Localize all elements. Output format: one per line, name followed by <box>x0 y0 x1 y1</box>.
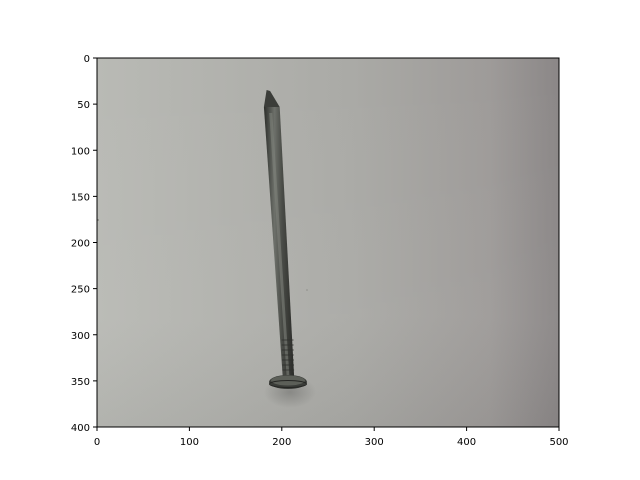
y-tick-label: 50 <box>77 100 90 111</box>
nail-shaft-highlight <box>269 113 290 376</box>
x-tick-label: 0 <box>94 437 100 448</box>
nail-grip-rings <box>281 339 295 371</box>
nail <box>263 90 307 389</box>
nail-head-rim <box>269 380 307 388</box>
x-tick-label: 300 <box>365 437 384 448</box>
y-tick-label: 300 <box>71 331 90 342</box>
paper-shading <box>97 58 559 427</box>
nail-photo <box>97 58 559 427</box>
y-tick-label: 0 <box>84 54 90 65</box>
y-tick-label: 250 <box>71 285 90 296</box>
y-tick-label: 400 <box>71 423 90 434</box>
y-tick-label: 350 <box>71 377 90 388</box>
paper-speck <box>306 289 308 291</box>
x-tick-label: 200 <box>272 437 291 448</box>
y-tick-label: 200 <box>71 239 90 250</box>
y-axis: 0 50 100 150 200 250 300 350 400 <box>71 54 97 434</box>
y-tick-label: 100 <box>71 146 90 157</box>
y-tick-label: 150 <box>71 192 90 203</box>
x-tick-label: 500 <box>549 437 568 448</box>
nail-tip <box>263 90 280 107</box>
x-axis: 0 100 200 300 400 500 <box>94 427 569 448</box>
x-tick-label: 400 <box>457 437 476 448</box>
x-tick-label: 100 <box>180 437 199 448</box>
